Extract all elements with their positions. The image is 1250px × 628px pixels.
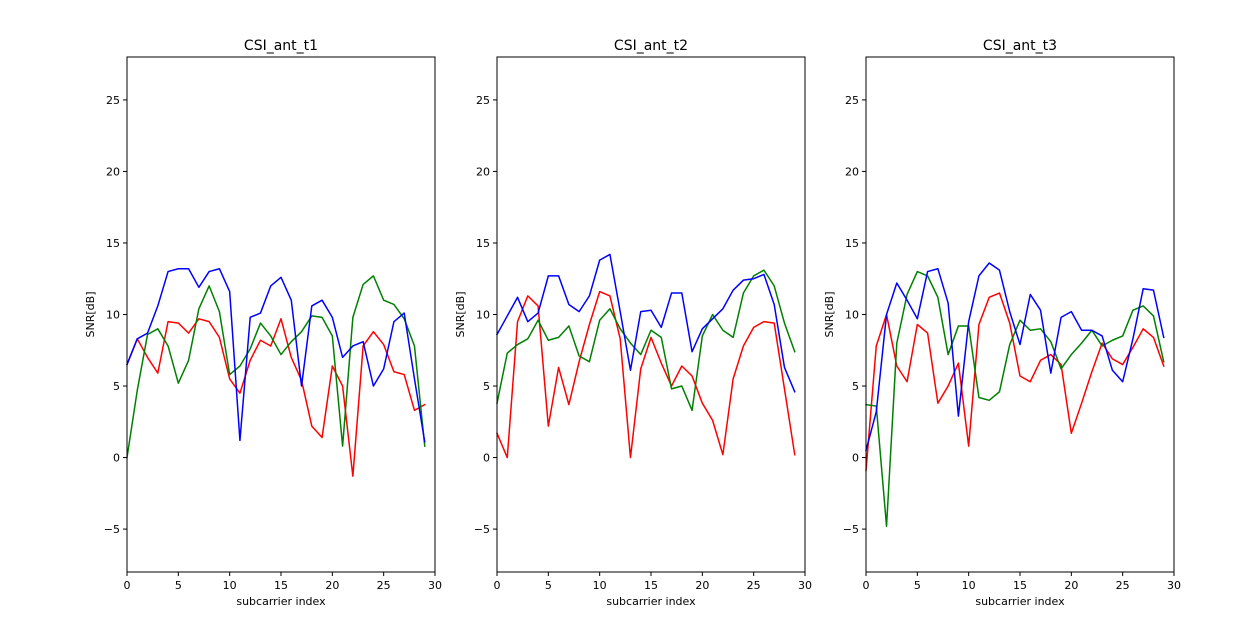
x-tick-label: 20 [695, 579, 709, 592]
chart-title: CSI_ant_t1 [244, 38, 318, 54]
y-tick-label: 0 [852, 452, 859, 465]
y-tick-label: 25 [106, 94, 120, 107]
x-tick-label: 15 [1013, 579, 1027, 592]
series-line-2 [126, 275, 426, 459]
series-line-3 [865, 262, 1165, 452]
y-tick-label: 25 [845, 94, 859, 107]
y-axis-label: SNR[dB] [84, 292, 97, 338]
x-tick-label: 5 [175, 579, 182, 592]
series-line-3 [495, 253, 796, 393]
chart-panel-3: 0 5 10 15 20 25 30 −5 0 5 10 15 20 25 CSI_ant_t3subcar… [823, 38, 1181, 608]
y-axis-label: SNR[dB] [454, 292, 467, 338]
y-tick-label: 20 [106, 165, 120, 178]
y-tick-label: 0 [113, 452, 120, 465]
series-line-3 [126, 267, 426, 443]
y-tick-label: −5 [843, 523, 859, 536]
plot-frame [496, 56, 806, 573]
y-tick-label: −5 [104, 523, 120, 536]
y-tick-label: 0 [483, 452, 490, 465]
x-tick-label: 10 [962, 579, 976, 592]
chart-panel-1: 0 5 10 15 20 25 30 −5 0 5 10 15 20 25 CSI_ant_t1subcar… [84, 38, 442, 608]
y-tick-label: 5 [852, 380, 859, 393]
x-axis-label: subcarrier index [975, 595, 1065, 608]
y-tick-label: 25 [476, 94, 490, 107]
series-line-1 [126, 318, 426, 477]
x-tick-label: 0 [124, 579, 131, 592]
y-tick-label: 10 [476, 309, 490, 322]
y-tick-label: 20 [476, 165, 490, 178]
y-tick-label: 5 [483, 380, 490, 393]
x-tick-label: 5 [545, 579, 552, 592]
chart-panel-2: 0 5 10 15 20 25 30 −5 0 5 10 15 20 25 CSI_ant_t2subcar… [454, 38, 812, 608]
x-tick-label: 0 [494, 579, 501, 592]
plot-frame [126, 56, 436, 573]
x-tick-label: 0 [863, 579, 870, 592]
x-tick-label: 10 [223, 579, 237, 592]
x-tick-label: 25 [747, 579, 761, 592]
x-tick-label: 15 [644, 579, 658, 592]
x-tick-label: 15 [274, 579, 288, 592]
x-tick-label: 10 [593, 579, 607, 592]
chart-title: CSI_ant_t2 [614, 38, 688, 54]
x-tick-label: 30 [798, 579, 812, 592]
y-tick-label: 15 [845, 237, 859, 250]
series-line-1 [865, 292, 1165, 472]
y-tick-label: 15 [476, 237, 490, 250]
x-tick-label: 25 [1116, 579, 1130, 592]
x-tick-label: 20 [1064, 579, 1078, 592]
y-tick-label: 15 [106, 237, 120, 250]
x-axis-label: subcarrier index [236, 595, 326, 608]
y-tick-label: 20 [845, 165, 859, 178]
x-axis-label: subcarrier index [606, 595, 696, 608]
y-tick-label: 10 [845, 309, 859, 322]
series-line-2 [496, 269, 796, 412]
plot-frame [865, 56, 1175, 573]
series-line-2 [865, 270, 1165, 527]
y-tick-label: 10 [106, 309, 120, 322]
x-tick-label: 30 [1167, 579, 1181, 592]
y-axis-label: SNR[dB] [823, 292, 836, 338]
x-tick-label: 5 [914, 579, 921, 592]
chart-title: CSI_ant_t3 [983, 38, 1057, 54]
y-tick-label: −5 [474, 523, 490, 536]
x-tick-label: 30 [428, 579, 442, 592]
x-tick-label: 20 [325, 579, 339, 592]
x-tick-label: 25 [377, 579, 391, 592]
y-tick-label: 5 [113, 380, 120, 393]
series-line-1 [496, 290, 796, 459]
